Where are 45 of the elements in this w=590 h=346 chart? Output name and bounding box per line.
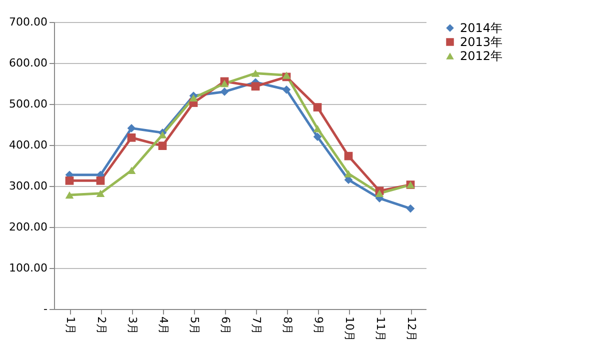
x-tick-label: 10月 <box>343 316 356 342</box>
x-tick-label: 6月 <box>219 316 232 334</box>
x-tick-label: 8月 <box>281 316 294 334</box>
x-tick-label: 7月 <box>250 316 263 334</box>
legend-label: 2012年 <box>460 49 503 63</box>
point <box>282 85 291 94</box>
point <box>344 170 353 178</box>
point <box>251 82 260 91</box>
x-tick-label: 2月 <box>95 316 108 334</box>
point <box>313 124 322 132</box>
y-tick-label: 300.00 <box>9 180 48 192</box>
y-tick-label: 200.00 <box>9 220 48 234</box>
point <box>158 131 167 138</box>
legend-label: 2013年 <box>460 35 503 49</box>
point <box>220 88 229 96</box>
x-tick-label: 1月 <box>64 316 77 334</box>
x-tick-label: 4月 <box>157 316 170 334</box>
x-tick-label: 12月 <box>405 316 418 342</box>
point <box>65 191 74 199</box>
legend-label: 2014年 <box>460 21 503 35</box>
point <box>344 152 353 160</box>
point <box>158 142 167 150</box>
point <box>313 103 322 112</box>
y-tick-label: 700.00 <box>9 16 48 28</box>
x-tick-label: 9月 <box>312 316 325 334</box>
point <box>251 70 260 77</box>
x-tick-label: 3月 <box>126 316 139 334</box>
y-tick-label: 400.00 <box>9 138 48 152</box>
y-tick-label: - <box>44 302 48 316</box>
y-tick-label: 500.00 <box>9 98 48 110</box>
y-tick-label: 600.00 <box>9 56 48 70</box>
point <box>65 176 74 185</box>
point <box>127 133 136 142</box>
x-tick-label: 11月 <box>374 316 387 342</box>
x-tick-label: 5月 <box>188 316 201 334</box>
y-tick-label: 100.00 <box>9 262 48 274</box>
point <box>375 190 384 198</box>
point <box>189 94 198 102</box>
point <box>127 124 136 132</box>
point <box>96 176 105 185</box>
point <box>406 204 415 213</box>
point <box>96 190 105 198</box>
point <box>313 132 322 141</box>
point <box>282 72 291 79</box>
point <box>220 80 229 88</box>
